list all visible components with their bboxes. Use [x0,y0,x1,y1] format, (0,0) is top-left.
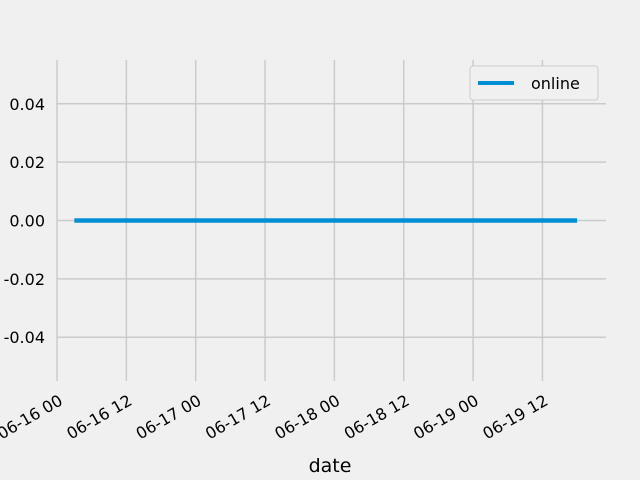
legend: online [469,65,599,101]
x-tick-label: 06-16 12 [63,391,135,443]
x-tick-label: 06-19 00 [410,391,482,443]
x-tick-label: 06-17 00 [133,391,205,443]
x-tick-label: 06-18 12 [341,391,413,443]
legend-frame [469,65,599,101]
y-tick-label: 0.04 [9,95,45,114]
x-tick-label: 06-17 12 [202,391,274,443]
x-axis-title: date [309,455,352,477]
y-tick-label: -0.02 [4,270,45,289]
x-tick-label: 06-19 12 [479,391,551,443]
legend-label-online: online [531,74,580,93]
y-tick-label: -0.04 [4,328,45,347]
y-tick-label: 0.00 [9,212,45,231]
y-tick-label: 0.02 [9,153,45,172]
x-tick-label: 06-18 00 [271,391,343,443]
y-axis-ticks: -0.04 -0.02 0.00 0.02 0.04 [4,95,45,347]
x-tick-label: 06-16 00 [0,391,66,443]
